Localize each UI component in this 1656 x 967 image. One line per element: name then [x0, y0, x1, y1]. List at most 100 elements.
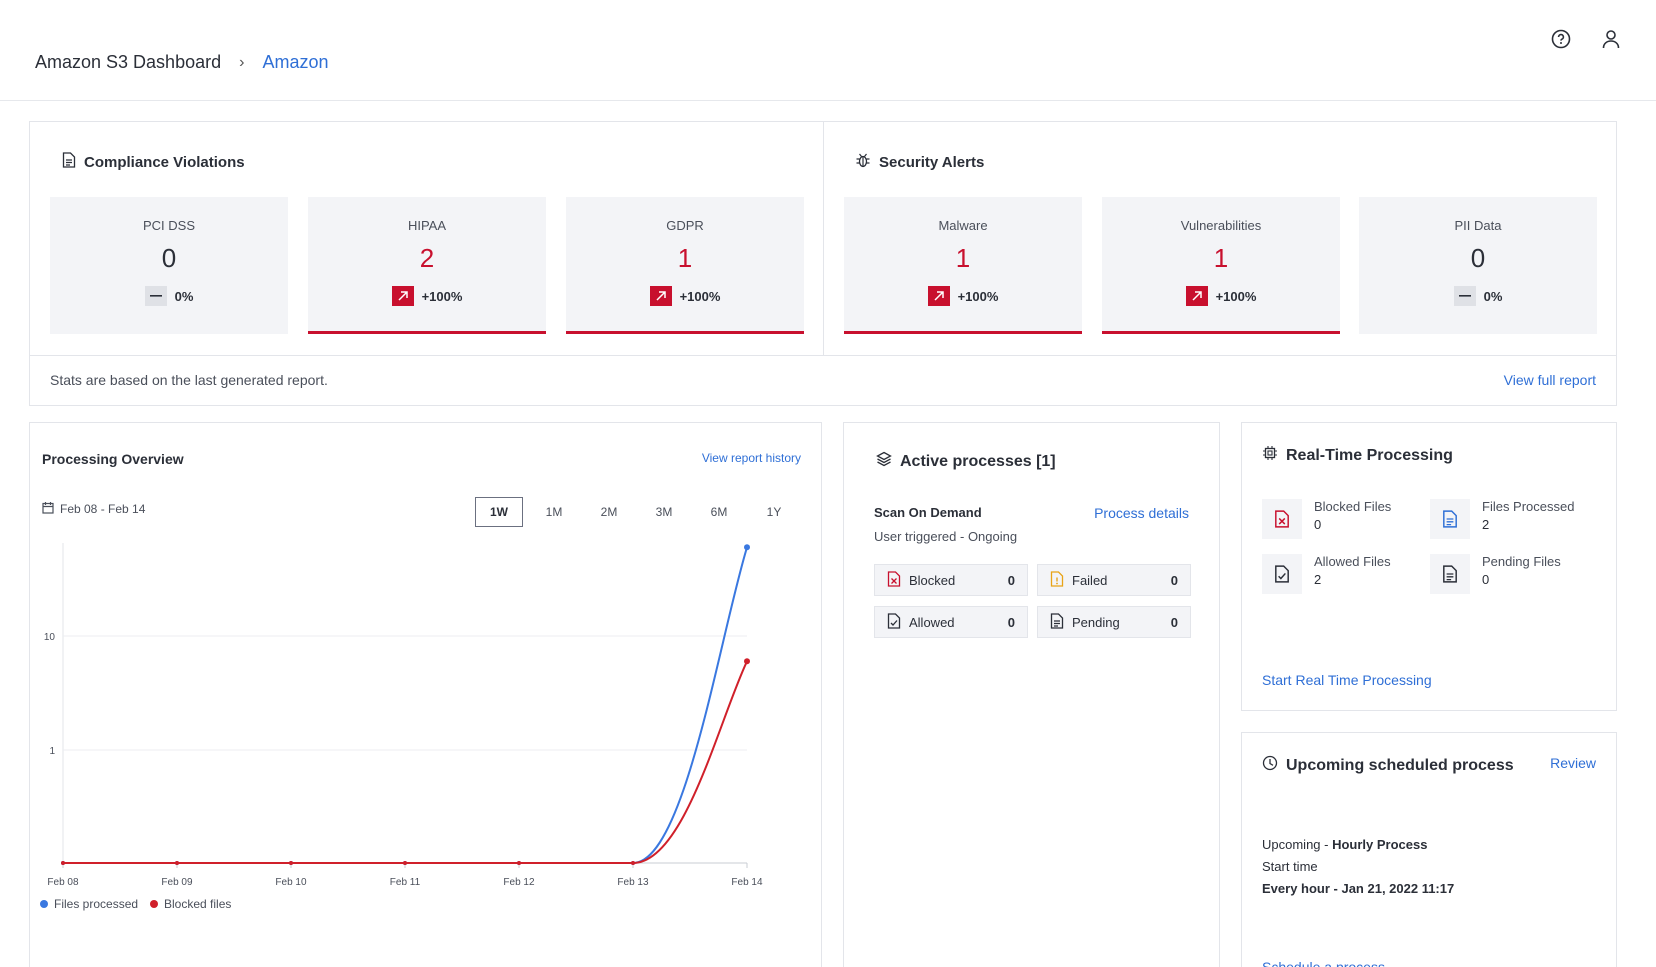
- x-tick-label: Feb 12: [503, 877, 535, 888]
- range-2m-button[interactable]: 2M: [600, 505, 618, 519]
- tile-label: Malware: [938, 218, 988, 233]
- file-check-icon: [1262, 554, 1302, 594]
- tile-gdpr[interactable]: GDPR 1 +100%: [566, 197, 804, 334]
- tile-change-text: 0%: [1483, 288, 1503, 304]
- data-point: [175, 861, 179, 865]
- divider: [823, 122, 824, 355]
- start-time-label: Start time: [1262, 859, 1318, 874]
- stat-failed[interactable]: Failed 0: [1037, 564, 1191, 596]
- tile-pii-data[interactable]: PII Data 0 0%: [1359, 197, 1597, 334]
- file-text-icon: [1430, 499, 1470, 539]
- series-line-blocked-files: [63, 660, 748, 864]
- tile-value: 1: [677, 243, 693, 273]
- upcoming-title: Upcoming scheduled process: [1262, 755, 1514, 776]
- tile-pci-dss[interactable]: PCI DSS 0 0%: [50, 197, 288, 334]
- tile-vulnerabilities[interactable]: Vulnerabilities 1 +100%: [1102, 197, 1340, 334]
- legend-label: Files processed: [54, 897, 138, 911]
- tile-label: Vulnerabilities: [1180, 218, 1262, 233]
- stat-label: Blocked: [909, 572, 956, 588]
- file-alert-icon: [1050, 570, 1064, 590]
- start-real-time-processing-link[interactable]: Start Real Time Processing: [1262, 672, 1432, 688]
- layers-icon: [876, 451, 892, 472]
- dash-icon: [144, 286, 167, 306]
- arrow-up-right-icon: [927, 286, 950, 306]
- view-report-history-link[interactable]: View report history: [701, 451, 801, 465]
- document-icon: [62, 152, 76, 172]
- rt-allowed-files: Allowed Files 2: [1262, 554, 1391, 594]
- range-1y-button[interactable]: 1Y: [766, 505, 782, 519]
- tile-value: 2: [419, 243, 435, 273]
- data-point: [517, 861, 521, 865]
- arrow-up-right-icon: [649, 286, 672, 306]
- tile-change-text: +100%: [679, 288, 721, 304]
- active-processes-title-text: Active processes [1]: [900, 452, 1056, 470]
- tile-change: +100%: [566, 286, 804, 306]
- review-link[interactable]: Review: [1550, 755, 1596, 771]
- range-1m-button[interactable]: 1M: [545, 505, 563, 519]
- rt-pending-files: Pending Files 0: [1430, 554, 1561, 594]
- x-tick-label: Feb 09: [161, 877, 193, 888]
- breadcrumb-current[interactable]: Amazon: [262, 52, 329, 72]
- tile-change-text: +100%: [1215, 288, 1257, 304]
- help-icon[interactable]: [1550, 28, 1574, 52]
- date-range[interactable]: Feb 08 - Feb 14: [42, 501, 145, 517]
- bug-icon: [855, 152, 871, 172]
- rt-value: 0: [1314, 517, 1322, 532]
- tile-hipaa[interactable]: HIPAA 2 +100%: [308, 197, 546, 334]
- range-6m-button[interactable]: 6M: [710, 505, 728, 519]
- stat-label: Failed: [1072, 572, 1108, 588]
- tile-change: 0%: [50, 286, 288, 306]
- tile-change-text: +100%: [957, 288, 999, 304]
- tile-label: HIPAA: [407, 218, 447, 233]
- rt-label: Pending Files: [1482, 554, 1561, 569]
- tile-change-text: 0%: [174, 288, 194, 304]
- schedule-process-link[interactable]: Schedule a process: [1262, 959, 1385, 967]
- compliance-title-text: Compliance Violations: [84, 153, 245, 171]
- upcoming-title-text: Upcoming scheduled process: [1286, 756, 1514, 774]
- stat-blocked[interactable]: Blocked 0: [874, 564, 1028, 596]
- stats-note: Stats are based on the last generated re…: [50, 372, 328, 388]
- rt-value: 2: [1482, 517, 1490, 532]
- stat-pending[interactable]: Pending 0: [1037, 606, 1191, 638]
- arrow-up-right-icon: [391, 286, 414, 306]
- view-full-report-link[interactable]: View full report: [1503, 372, 1596, 388]
- range-1w-button[interactable]: 1W: [475, 497, 523, 527]
- security-title: Security Alerts: [855, 152, 984, 172]
- processing-overview-card: Processing Overview View report history …: [29, 422, 822, 967]
- tile-change: 0%: [1359, 286, 1597, 306]
- x-tick-label: Feb 10: [275, 877, 307, 888]
- tile-malware[interactable]: Malware 1 +100%: [844, 197, 1082, 334]
- top-bar: Amazon S3 Dashboard › Amazon: [0, 0, 1656, 101]
- data-point: [744, 544, 750, 551]
- y-tick-label: 1: [49, 746, 55, 757]
- process-details-link[interactable]: Process details: [1094, 505, 1189, 521]
- process-status: User triggered - Ongoing: [874, 529, 1017, 544]
- data-point: [631, 861, 635, 865]
- file-pending-icon: [1050, 612, 1064, 632]
- data-point: [744, 658, 750, 665]
- tile-change: +100%: [308, 286, 546, 306]
- schedule-value: Every hour - Jan 21, 2022 11:17: [1262, 881, 1455, 896]
- user-icon[interactable]: [1600, 28, 1624, 52]
- file-pending-icon: [1430, 554, 1470, 594]
- real-time-processing-card: Real-Time Processing Blocked Files 0 File…: [1241, 422, 1617, 711]
- tile-value: 0: [1470, 243, 1486, 273]
- stat-allowed[interactable]: Allowed 0: [874, 606, 1028, 638]
- process-status-value: Ongoing: [967, 529, 1018, 544]
- compliance-title: Compliance Violations: [62, 152, 245, 172]
- series-line-files-processed: [63, 547, 748, 864]
- clock-icon: [1262, 755, 1278, 776]
- x-tick-label: Feb 11: [390, 877, 421, 888]
- active-processes-title: Active processes [1]: [876, 451, 1056, 472]
- stats-card: Compliance Violations Security Alerts PC…: [29, 121, 1617, 406]
- y-tick-label: 10: [44, 632, 56, 643]
- range-3m-button[interactable]: 3M: [655, 505, 673, 519]
- chip-icon: [1262, 445, 1278, 466]
- dash-icon: [1453, 286, 1476, 306]
- stat-value: 0: [1007, 572, 1015, 588]
- stat-value: 0: [1007, 614, 1015, 630]
- breadcrumb-root[interactable]: Amazon S3 Dashboard: [35, 52, 222, 72]
- real-time-title: Real-Time Processing: [1262, 445, 1453, 466]
- range-selector: 1W 1M 2M 3M 6M 1Y: [475, 497, 805, 527]
- tile-change-text: +100%: [421, 288, 463, 304]
